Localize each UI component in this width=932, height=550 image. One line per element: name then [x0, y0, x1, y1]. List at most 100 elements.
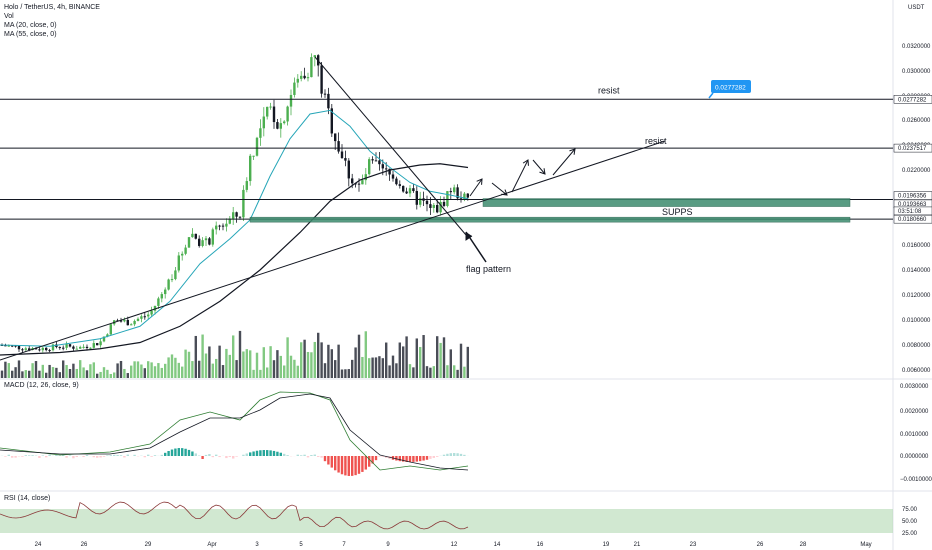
- macd-histogram-bar[interactable]: [405, 456, 408, 462]
- volume-bar[interactable]: [419, 346, 422, 378]
- macd-histogram-bar[interactable]: [133, 454, 136, 456]
- volume-bar[interactable]: [215, 358, 218, 378]
- macd-histogram-bar[interactable]: [374, 456, 378, 461]
- macd-histogram-bar[interactable]: [255, 450, 259, 456]
- macd-histogram-bar[interactable]: [279, 452, 282, 456]
- macd-histogram-bar[interactable]: [31, 455, 34, 456]
- macd-histogram-bar[interactable]: [320, 456, 323, 458]
- macd-histogram-bar[interactable]: [123, 456, 126, 458]
- volume-bar[interactable]: [211, 363, 214, 378]
- volume-bar[interactable]: [48, 364, 51, 378]
- macd-line[interactable]: [0, 391, 469, 471]
- volume-bar[interactable]: [361, 356, 364, 378]
- volume-bar[interactable]: [143, 368, 146, 378]
- volume-bar[interactable]: [126, 373, 129, 378]
- volume-bar[interactable]: [252, 369, 255, 378]
- volume-bar[interactable]: [89, 364, 92, 378]
- ma55-line[interactable]: [0, 163, 469, 356]
- candle-body[interactable]: [463, 193, 466, 201]
- volume-bar[interactable]: [442, 337, 446, 378]
- macd-histogram-bar[interactable]: [215, 454, 218, 456]
- macd-histogram-bar[interactable]: [45, 456, 48, 458]
- macd-histogram-bar[interactable]: [354, 456, 357, 476]
- candle-body[interactable]: [170, 279, 174, 281]
- volume-bar[interactable]: [208, 346, 211, 378]
- macd-histogram-bar[interactable]: [48, 454, 51, 456]
- volume-bar[interactable]: [303, 339, 306, 378]
- volume-bar[interactable]: [323, 363, 327, 378]
- volume-bar[interactable]: [147, 361, 150, 378]
- macd-histogram-bar[interactable]: [306, 456, 310, 458]
- volume-bar[interactable]: [198, 360, 201, 378]
- candle-body[interactable]: [466, 193, 469, 198]
- volume-bar[interactable]: [249, 350, 252, 378]
- volume-bar[interactable]: [123, 368, 126, 378]
- ma20-legend[interactable]: MA (20, close, 0): [4, 22, 57, 29]
- volume-bar[interactable]: [279, 355, 282, 378]
- volume-bar[interactable]: [17, 360, 21, 378]
- macd-histogram-bar[interactable]: [181, 448, 184, 456]
- volume-bar[interactable]: [320, 342, 323, 378]
- macd-histogram-bar[interactable]: [174, 448, 177, 456]
- candle-body[interactable]: [235, 212, 238, 217]
- volume-bar[interactable]: [150, 362, 153, 378]
- macd-histogram-bar[interactable]: [303, 454, 306, 456]
- candle-body[interactable]: [289, 94, 293, 107]
- candle-body[interactable]: [361, 180, 364, 185]
- macd-histogram-bar[interactable]: [204, 454, 208, 456]
- volume-bar[interactable]: [449, 349, 452, 378]
- macd-histogram-bar[interactable]: [191, 451, 194, 456]
- volume-bar[interactable]: [225, 348, 228, 378]
- candle-body[interactable]: [211, 229, 214, 245]
- candle-body[interactable]: [446, 191, 449, 206]
- macd-histogram-bar[interactable]: [361, 456, 364, 472]
- candle-body[interactable]: [24, 348, 27, 350]
- macd-histogram-bar[interactable]: [113, 454, 116, 456]
- candle-body[interactable]: [41, 347, 44, 351]
- candle-body[interactable]: [204, 238, 208, 241]
- candle-body[interactable]: [34, 348, 38, 350]
- volume-bar[interactable]: [272, 360, 276, 378]
- macd-histogram-bar[interactable]: [402, 456, 405, 462]
- candle-body[interactable]: [7, 345, 10, 347]
- volume-bar[interactable]: [201, 334, 204, 378]
- candle-body[interactable]: [340, 151, 344, 159]
- candle-body[interactable]: [106, 334, 109, 337]
- candle-body[interactable]: [160, 294, 163, 299]
- volume-bar[interactable]: [164, 363, 167, 378]
- volume-bar[interactable]: [21, 371, 24, 378]
- volume-bar[interactable]: [75, 368, 78, 378]
- macd-histogram-bar[interactable]: [459, 453, 463, 456]
- projection-arrow[interactable]: [532, 159, 546, 175]
- candle-body[interactable]: [279, 123, 282, 129]
- volume-bar[interactable]: [286, 337, 289, 378]
- volume-bar[interactable]: [402, 346, 405, 378]
- macd-histogram-bar[interactable]: [252, 451, 255, 456]
- macd-histogram-bar[interactable]: [269, 450, 272, 456]
- candle-body[interactable]: [429, 204, 432, 208]
- volume-bar[interactable]: [82, 367, 85, 378]
- macd-histogram-bar[interactable]: [272, 450, 276, 456]
- volume-bar[interactable]: [58, 372, 61, 378]
- candle-body[interactable]: [303, 75, 306, 79]
- volume-bar[interactable]: [364, 331, 367, 378]
- candle-body[interactable]: [436, 205, 439, 213]
- macd-histogram-bar[interactable]: [225, 456, 228, 459]
- candle-body[interactable]: [62, 347, 65, 349]
- volume-bar[interactable]: [68, 368, 72, 378]
- volume-bar[interactable]: [289, 355, 293, 378]
- volume-bar[interactable]: [385, 342, 388, 378]
- volume-bar[interactable]: [34, 361, 38, 378]
- macd-histogram-bar[interactable]: [147, 454, 150, 456]
- candle-body[interactable]: [28, 348, 31, 350]
- candle-body[interactable]: [157, 298, 160, 306]
- candle-body[interactable]: [75, 348, 78, 350]
- candle-body[interactable]: [310, 57, 313, 78]
- macd-histogram-bar[interactable]: [228, 456, 231, 457]
- macd-histogram-bar[interactable]: [164, 452, 167, 456]
- rsi-line[interactable]: [0, 501, 469, 530]
- candle-body[interactable]: [65, 344, 68, 348]
- volume-bar[interactable]: [293, 359, 296, 378]
- candle-body[interactable]: [45, 347, 48, 351]
- candle-body[interactable]: [130, 324, 133, 326]
